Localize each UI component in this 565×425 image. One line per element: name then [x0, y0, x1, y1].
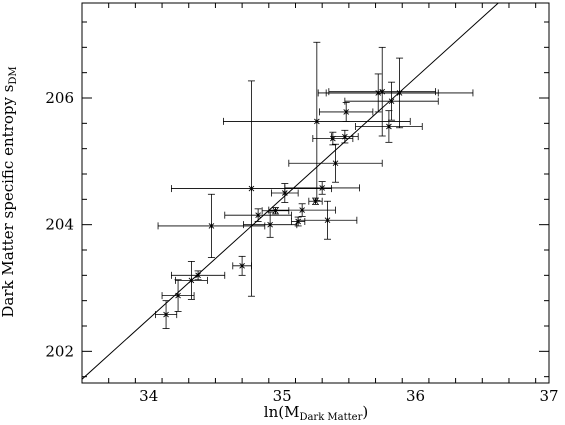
- data-point: [255, 212, 261, 218]
- data-point: [379, 88, 386, 95]
- y-axis-label-sub: DM: [8, 66, 19, 84]
- y-tick-label: 202: [45, 342, 74, 360]
- data-point: [163, 311, 169, 318]
- data-point: [195, 272, 201, 279]
- data-point: [175, 292, 181, 299]
- data-point: [386, 123, 392, 130]
- x-tick-label: 35: [273, 387, 292, 405]
- x-axis-label-main: ln(M: [264, 403, 300, 421]
- fit-line: [82, 3, 499, 380]
- data-point: [272, 207, 279, 214]
- data-point: [388, 98, 395, 104]
- y-tick-label: 204: [45, 216, 74, 234]
- data-point: [319, 185, 325, 191]
- data-point: [248, 185, 255, 192]
- data-point: [314, 118, 320, 125]
- plot-area: 34 35 36 37 202 204 206: [45, 2, 559, 405]
- x-axis-label: ln(MDark Matter): [264, 403, 368, 423]
- data-point: [324, 217, 331, 224]
- data-point: [299, 207, 305, 213]
- data-point: [239, 263, 245, 269]
- x-tick-label: 34: [139, 387, 158, 405]
- data-point: [342, 133, 348, 140]
- data-point: [332, 160, 339, 167]
- data-point: [267, 221, 273, 228]
- y-axis-label: Dark Matter specific entropy sDM: [0, 66, 19, 317]
- y-tick-label: 206: [45, 89, 74, 107]
- x-tick-label: 37: [539, 387, 558, 405]
- plot-frame: [81, 2, 550, 384]
- data-point: [396, 90, 403, 96]
- x-axis-label-sub: Dark Matter: [299, 412, 362, 423]
- x-tick-label: 36: [406, 387, 425, 405]
- y-axis-label-main: Dark Matter specific entropy s: [0, 85, 17, 318]
- data-point: [208, 223, 215, 229]
- data-point: [188, 277, 195, 284]
- data-point: [343, 109, 350, 115]
- x-axis-label-close: ): [362, 403, 368, 421]
